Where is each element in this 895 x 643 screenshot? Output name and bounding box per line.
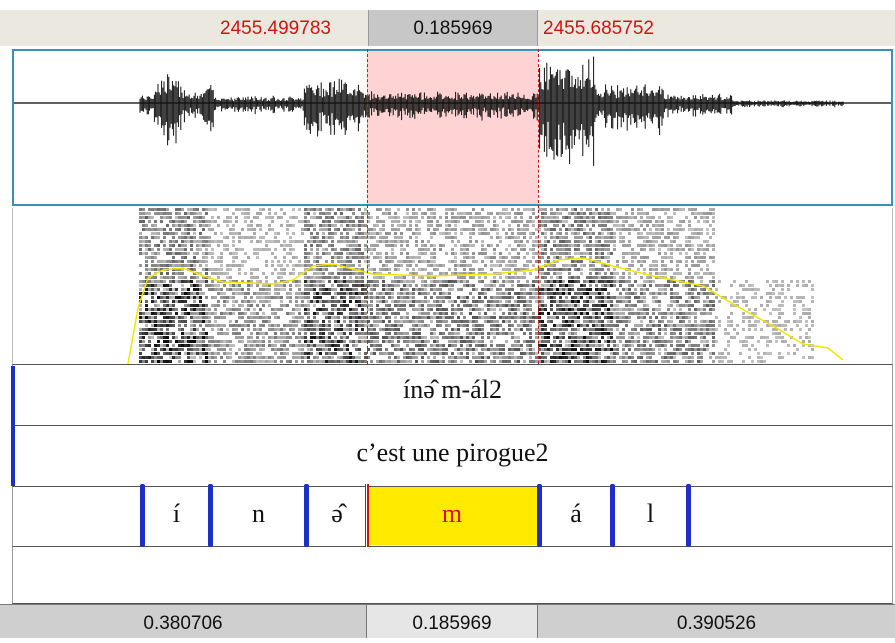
selected-segment-label: m <box>366 487 538 541</box>
selected-duration[interactable]: 0.185969 <box>366 604 538 638</box>
waveform <box>14 51 891 204</box>
selection-start-line <box>367 49 368 364</box>
segment-n[interactable]: n <box>213 487 304 545</box>
selection-highlight <box>367 51 538 204</box>
spectrogram-panel[interactable] <box>12 208 893 364</box>
selected-boundary[interactable] <box>365 484 369 547</box>
tier-sentence-vernacular[interactable]: ínə̂ m-ál2 <box>12 364 893 426</box>
spectrogram <box>13 208 893 364</box>
waveform-panel[interactable] <box>12 49 893 206</box>
segment-schwa[interactable]: ə̂ <box>309 487 365 545</box>
selection-duration-box[interactable]: 0.185969 <box>368 10 538 46</box>
left-duration[interactable]: 0.380706 <box>0 604 366 638</box>
selection-start-time: 2455.499783 <box>220 14 331 44</box>
selection-end-line <box>538 49 539 364</box>
selection-end-time: 2455.685752 <box>543 14 654 44</box>
interval-boundary-left[interactable] <box>11 366 15 486</box>
segment-boundary[interactable] <box>686 484 691 547</box>
tier-empty[interactable] <box>12 547 893 604</box>
selection-duration: 0.185969 <box>369 10 537 48</box>
tier2-interval-text[interactable]: c’est une pirogue2 <box>13 438 892 468</box>
tier-segments[interactable]: í n ə̂ m á l <box>12 487 893 547</box>
segment-i[interactable]: í <box>145 487 208 545</box>
right-duration[interactable]: 0.390526 <box>538 604 895 638</box>
tier-translation[interactable]: c’est une pirogue2 <box>12 426 893 487</box>
duration-bar: 0.380706 0.185969 0.390526 <box>0 604 895 638</box>
segment-a[interactable]: á <box>542 487 610 545</box>
segment-m-selected[interactable]: m <box>366 487 538 545</box>
segment-l[interactable]: l <box>615 487 686 545</box>
spectrogram-energy <box>139 208 814 363</box>
tier1-interval-text[interactable]: ínə̂ m-ál2 <box>13 375 892 405</box>
selection-time-bar: 2455.499783 0.185969 2455.685752 <box>0 0 895 46</box>
